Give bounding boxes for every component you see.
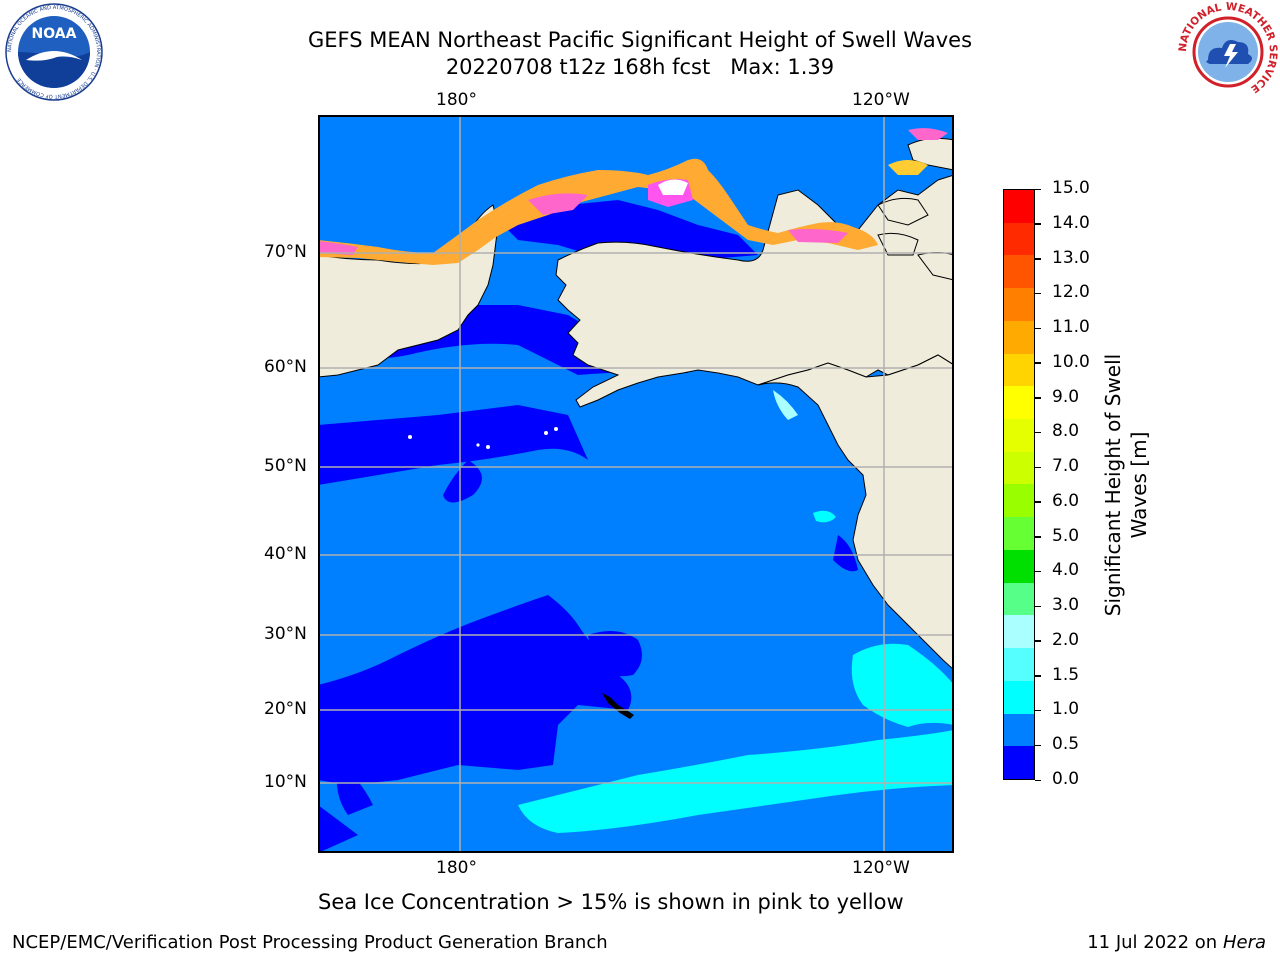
- colorbar-tick-label: 14.0: [1052, 212, 1090, 233]
- swell-height-map: [318, 115, 954, 853]
- footer-date-text: 11 Jul 2022 on: [1087, 932, 1223, 953]
- ocean-low-north-pacific: [318, 405, 588, 485]
- colorbar-tick-mark: [1035, 292, 1041, 295]
- colorbar-tick-label: 11.0: [1052, 317, 1090, 338]
- noaa-logo: NOAA NATIONAL OCEANIC AND ATMOSPHERIC AD…: [4, 2, 104, 102]
- colorbar-tick-label: 9.0: [1052, 386, 1080, 407]
- colorbar-tick-mark: [1035, 362, 1041, 364]
- colorbar-tick-label: 4.0: [1052, 560, 1080, 581]
- footer-machine: Hera: [1222, 932, 1266, 953]
- lat-tick-60n: 60°N: [264, 357, 307, 377]
- noaa-logo-text: NOAA: [32, 26, 77, 42]
- ocean-high-baja: [851, 643, 954, 727]
- lon-tick-bottom-120w: 120°W: [852, 858, 910, 878]
- colorbar-cell: [1004, 255, 1034, 289]
- colorbar-cell: [1004, 222, 1034, 256]
- colorbar-tick-mark: [1035, 327, 1041, 330]
- colorbar-tick-mark: [1035, 779, 1041, 781]
- colorbar-tick-mark: [1035, 640, 1041, 642]
- colorbar-cell: [1004, 484, 1034, 518]
- ocean-low-arctic: [498, 200, 758, 265]
- colorbar-cell: [1004, 451, 1034, 485]
- colorbar-cell: [1004, 615, 1034, 649]
- colorbar-tick-label: 12.0: [1052, 282, 1090, 303]
- sea-ice-note: Sea Ice Concentration > 15% is shown in …: [318, 890, 904, 914]
- colorbar-tick-mark: [1035, 536, 1041, 538]
- colorbar-tick-label: 0.0: [1052, 769, 1080, 789]
- colorbar-tick-mark: [1035, 466, 1041, 469]
- colorbar-cell: [1004, 386, 1034, 420]
- colorbar-cell: [1004, 419, 1034, 452]
- sea-ice-band: [318, 158, 878, 265]
- colorbar-tick-label: 1.0: [1052, 699, 1080, 720]
- nws-logo: NATIONAL WEATHER SERVICE: [1177, 1, 1279, 102]
- colorbar: [1003, 189, 1035, 780]
- colorbar-cell: [1004, 288, 1034, 321]
- lat-tick-20n: 20°N: [264, 699, 307, 719]
- colorbar-tick-mark: [1035, 570, 1041, 573]
- colorbar-cell: [1004, 648, 1034, 681]
- colorbar-cell: [1004, 320, 1034, 354]
- colorbar-tick-mark: [1035, 501, 1041, 503]
- colorbar-tick-mark: [1035, 431, 1041, 434]
- colorbar-tick-label: 7.0: [1052, 456, 1080, 477]
- colorbar-tick-label: 13.0: [1052, 247, 1090, 268]
- lat-tick-40n: 40°N: [264, 544, 307, 564]
- colorbar-tick-mark: [1035, 188, 1041, 190]
- ocean-high-tropics: [518, 730, 954, 833]
- lon-tick-top-120w: 120°W: [852, 90, 910, 110]
- colorbar-cell: [1004, 713, 1034, 747]
- colorbar-label: Significant Height of Swell Waves [m]: [1101, 353, 1151, 617]
- chart-title: GEFS MEAN Northeast Pacific Significant …: [307, 28, 973, 52]
- colorbar-cell: [1004, 582, 1034, 616]
- colorbar-tick-label: 15.0: [1052, 178, 1090, 198]
- colorbar-tick-label: 2.0: [1052, 629, 1080, 650]
- colorbar-tick-mark: [1035, 258, 1041, 260]
- ocean-low-subtropics: [318, 595, 632, 785]
- colorbar-cell: [1004, 517, 1034, 550]
- colorbar-tick-label: 1.5: [1052, 664, 1080, 685]
- colorbar-tick-mark: [1035, 397, 1041, 399]
- colorbar-tick-label: 5.0: [1052, 525, 1080, 546]
- graticule: [318, 115, 954, 853]
- lon-tick-top-180: 180°: [436, 90, 477, 110]
- colorbar-tick-mark: [1035, 744, 1041, 747]
- hawaii-islands: [602, 693, 634, 719]
- colorbar-tick-mark: [1035, 709, 1041, 712]
- chart-subtitle: 20220708 t12z 168h fcst Max: 1.39: [445, 55, 835, 79]
- colorbar-cell: [1004, 680, 1034, 714]
- lat-tick-30n: 30°N: [264, 624, 307, 644]
- colorbar-tick-mark: [1035, 605, 1041, 608]
- colorbar-tick-label: 3.0: [1052, 595, 1080, 616]
- colorbar-cell: [1004, 190, 1034, 223]
- lat-tick-50n: 50°N: [264, 456, 307, 476]
- footer-credit: NCEP/EMC/Verification Post Processing Pr…: [12, 932, 608, 953]
- colorbar-tick-mark: [1035, 223, 1041, 225]
- colorbar-tick-label: 8.0: [1052, 421, 1080, 442]
- colorbar-cell: [1004, 353, 1034, 387]
- lat-tick-10n: 10°N: [264, 772, 307, 792]
- colorbar-cell: [1004, 746, 1034, 779]
- colorbar-cell: [1004, 549, 1034, 583]
- colorbar-tick-mark: [1035, 675, 1041, 677]
- land-north-america: [757, 115, 954, 671]
- footer-date: 11 Jul 2022 on Hera: [1087, 932, 1266, 953]
- colorbar-tick-label: 0.5: [1052, 734, 1080, 755]
- colorbar-tick-label: 6.0: [1052, 490, 1080, 511]
- colorbar-tick-label: 10.0: [1052, 351, 1090, 372]
- lon-tick-bottom-180: 180°: [436, 858, 477, 878]
- lat-tick-70n: 70°N: [264, 242, 307, 262]
